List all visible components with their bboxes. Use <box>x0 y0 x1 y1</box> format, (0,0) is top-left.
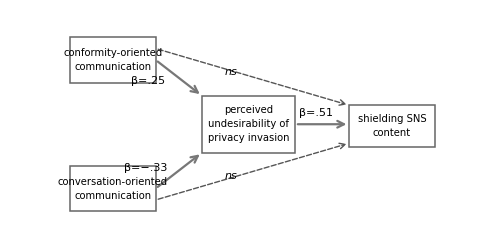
FancyBboxPatch shape <box>202 96 295 153</box>
Text: ns: ns <box>224 67 237 77</box>
FancyBboxPatch shape <box>70 166 156 211</box>
Text: β=−.33: β=−.33 <box>124 163 168 173</box>
Text: β=.25: β=.25 <box>130 76 165 86</box>
FancyBboxPatch shape <box>70 37 156 83</box>
Text: perceived
undesirability of
privacy invasion: perceived undesirability of privacy inva… <box>208 105 289 143</box>
Text: ns: ns <box>224 171 237 181</box>
Text: β=.51: β=.51 <box>300 108 334 118</box>
Text: shielding SNS
content: shielding SNS content <box>358 114 426 138</box>
Text: conversation-oriented
communication: conversation-oriented communication <box>58 177 168 201</box>
Text: conformity-oriented
communication: conformity-oriented communication <box>63 48 162 72</box>
FancyBboxPatch shape <box>349 105 434 147</box>
